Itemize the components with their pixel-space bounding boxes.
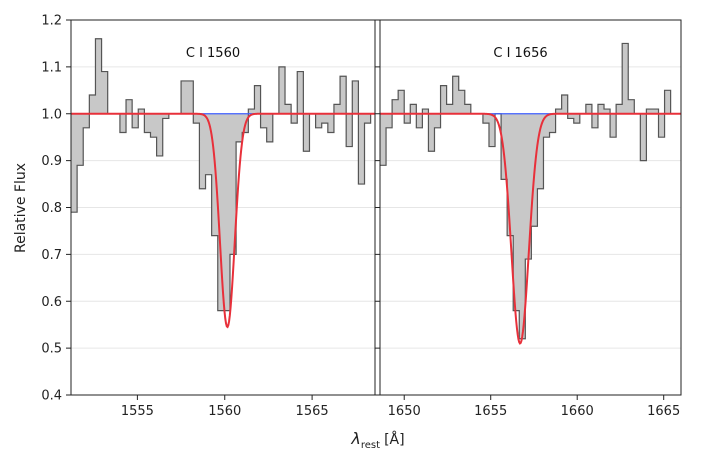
x-tick-label: 1560: [208, 404, 241, 419]
y-tick-label: 0.4: [41, 389, 62, 404]
x-axis-label-subscript: rest: [361, 440, 380, 451]
y-tick-label: 0.9: [41, 154, 62, 169]
x-axis-label-unit: [Å]: [384, 431, 405, 448]
model-fit-line: [71, 112, 375, 329]
panel-title: C I 1656: [493, 46, 547, 61]
panel-content: [71, 38, 375, 329]
y-tick-label: 1.2: [41, 14, 62, 29]
absorption-fill: [71, 38, 375, 311]
absorption-fill: [380, 43, 681, 339]
y-axis-tick-labels: 0.4 0.5 0.6 0.7 0.8 0.9 1.0 1.1 1.2: [41, 14, 62, 404]
flux-histogram: [71, 38, 375, 312]
y-tick-label: 0.6: [41, 295, 62, 310]
y-tick-label: 1.0: [41, 107, 62, 122]
x-tick-label: 1655: [474, 404, 507, 419]
x-tick-label: 1555: [121, 404, 154, 419]
y-tick-label: 0.8: [41, 201, 62, 216]
y-tick-label: 0.5: [41, 342, 62, 357]
x-tick-label: 1565: [296, 404, 329, 419]
panel-content: [380, 42, 681, 345]
panel-2: 1650 1655 1660 1665 C I 1656: [375, 19, 682, 419]
x-axis-label-symbol: λ: [350, 429, 360, 448]
y-tick-label: 1.1: [41, 60, 62, 75]
panel-1: 1555 1560 1565 C I 1560: [66, 19, 376, 419]
panel-title: C I 1560: [186, 46, 240, 61]
x-tick-label: 1650: [388, 404, 421, 419]
y-axis-label: Relative Flux: [13, 163, 29, 253]
model-fit-line: [380, 112, 681, 345]
x-axis-label: λrest [Å]: [350, 429, 404, 451]
flux-histogram: [380, 42, 681, 340]
x-tick-label: 1665: [647, 404, 680, 419]
y-tick-label: 0.7: [41, 248, 62, 263]
x-tick-label: 1660: [561, 404, 594, 419]
